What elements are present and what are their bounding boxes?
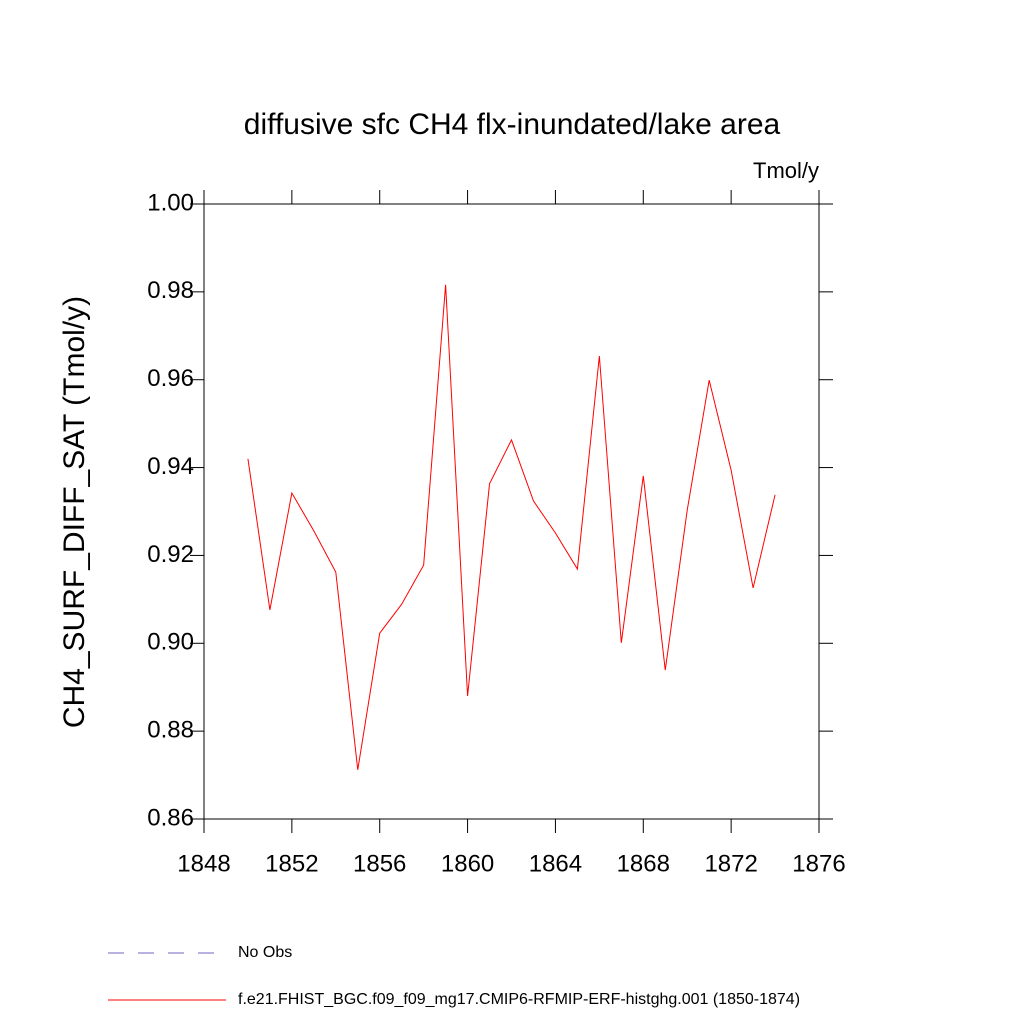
x-tick-label: 1860 bbox=[441, 850, 494, 877]
x-tick-label: 1856 bbox=[353, 850, 406, 877]
y-tick-label: 1.00 bbox=[147, 189, 194, 216]
y-tick-label: 0.98 bbox=[147, 277, 194, 304]
y-tick-label: 0.94 bbox=[147, 453, 194, 480]
x-tick-label: 1876 bbox=[792, 850, 845, 877]
y-tick-label: 0.88 bbox=[147, 716, 194, 743]
y-axis-label: CH4_SURF_DIFF_SAT (Tmol/y) bbox=[58, 296, 91, 728]
y-tick-label: 0.86 bbox=[147, 804, 194, 831]
chart-title: diffusive sfc CH4 flx-inundated/lake are… bbox=[244, 108, 781, 141]
y-tick-label: 0.90 bbox=[147, 629, 194, 656]
y-tick-label: 0.96 bbox=[147, 365, 194, 392]
legend-label: f.e21.FHIST_BGC.f09_f09_mg17.CMIP6-RFMIP… bbox=[238, 991, 800, 1008]
units-label: Tmol/y bbox=[753, 158, 819, 183]
series-line bbox=[247, 284, 776, 770]
x-tick-label: 1852 bbox=[265, 850, 318, 877]
x-tick-label: 1864 bbox=[529, 850, 582, 877]
legend-label: No Obs bbox=[238, 944, 292, 961]
plot-frame bbox=[203, 203, 820, 820]
y-tick-label: 0.92 bbox=[147, 541, 194, 568]
x-tick-label: 1848 bbox=[177, 850, 230, 877]
x-tick-label: 1868 bbox=[617, 850, 670, 877]
x-tick-label: 1872 bbox=[704, 850, 757, 877]
